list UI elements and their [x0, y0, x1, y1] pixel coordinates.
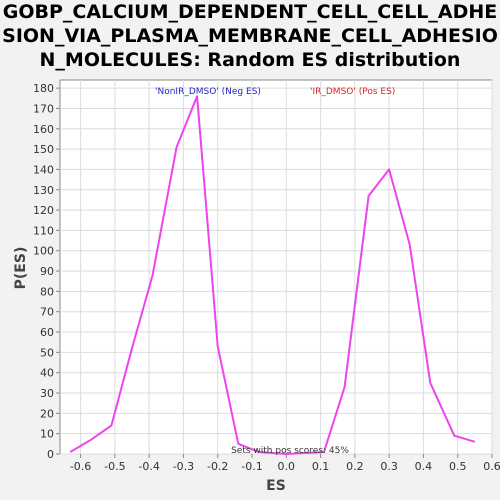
pos-scores-annotation: Sets with pos scores: 45%: [231, 446, 349, 456]
y-tick-label: 100: [33, 245, 54, 258]
y-tick-label: 170: [33, 102, 54, 115]
y-tick-label: 0: [47, 448, 54, 461]
y-tick-label: 150: [33, 143, 54, 156]
grid-lines: [60, 80, 493, 455]
x-tick-label: 0.2: [346, 460, 364, 473]
y-tick-label: 70: [40, 306, 54, 319]
x-tick-label: 0.0: [278, 460, 296, 473]
x-tick-label: 0.6: [483, 460, 500, 473]
y-tick-label: 130: [33, 184, 54, 197]
x-tick-label: -0.1: [241, 460, 262, 473]
legend-pos-es: 'IR_DMSO' (Pos ES): [310, 87, 395, 97]
x-axis-label: ES: [266, 478, 286, 494]
y-tick-label: 10: [40, 428, 54, 441]
x-tick-label: -0.6: [70, 460, 91, 473]
chart-title: GOBP_CALCIUM_DEPENDENT_CELL_CELL_ADHE SI…: [0, 0, 500, 72]
x-tick-label: -0.4: [138, 460, 159, 473]
y-tick-label: 50: [40, 346, 54, 359]
y-tick-label: 60: [40, 326, 54, 339]
chart-title-line-3: N_MOLECULES: Random ES distribution: [39, 49, 461, 71]
y-tick-label: 110: [33, 224, 54, 237]
y-axis-label: P(ES): [13, 247, 29, 290]
x-axis-ticks: -0.6 -0.5 -0.4 -0.3 -0.2 -0.1 0.0 0.1 0.2 0.3 0.4 0…: [70, 454, 500, 473]
chart-title-line-1: GOBP_CALCIUM_DEPENDENT_CELL_CELL_ADHE: [2, 1, 498, 23]
y-tick-label: 80: [40, 285, 54, 298]
y-tick-label: 30: [40, 387, 54, 400]
x-tick-label: 0.5: [449, 460, 467, 473]
legend-neg-es: 'NonIR_DMSO' (Neg ES): [155, 87, 261, 97]
y-tick-label: 40: [40, 367, 54, 380]
x-tick-label: -0.3: [173, 460, 194, 473]
y-tick-label: 20: [40, 407, 54, 420]
series-group: [69, 95, 476, 455]
x-tick-label: 0.3: [380, 460, 398, 473]
y-tick-label: 120: [33, 204, 54, 217]
x-tick-label: -0.5: [104, 460, 125, 473]
x-tick-label: 0.4: [415, 460, 433, 473]
plot-area: [59, 79, 493, 455]
y-tick-label: 180: [33, 82, 54, 95]
y-axis-ticks: 0 10 20 30 40 50 60 70 80 90 100 110 120 130 140 150 160…: [33, 82, 60, 461]
es-distribution-line: [69, 95, 476, 455]
x-tick-label: -0.2: [207, 460, 228, 473]
chart-title-line-2: SION_VIA_PLASMA_MEMBRANE_CELL_ADHESIO: [2, 25, 498, 47]
x-tick-label: 0.1: [312, 460, 330, 473]
y-tick-label: 160: [33, 123, 54, 136]
y-tick-label: 90: [40, 265, 54, 278]
y-tick-label: 140: [33, 163, 54, 176]
